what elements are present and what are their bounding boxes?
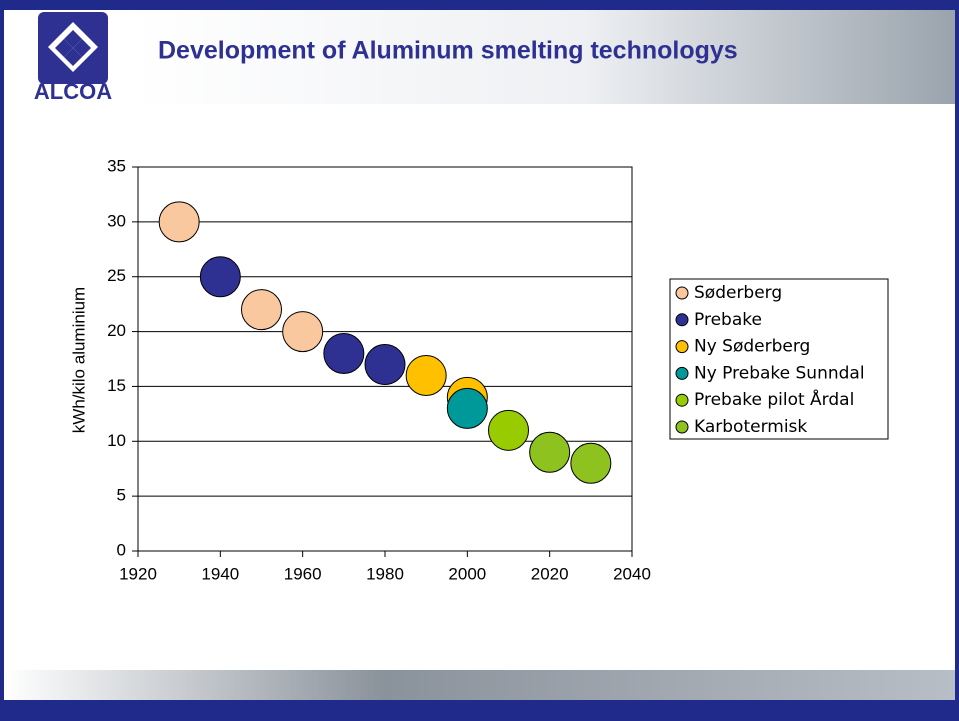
bubble xyxy=(241,289,282,331)
y-axis-label: kWh/kilo aluminium xyxy=(69,287,88,433)
bubble xyxy=(323,333,365,375)
y-tick-label: 20 xyxy=(107,321,126,340)
legend-marker xyxy=(675,313,689,327)
x-tick-label: 1960 xyxy=(284,564,322,583)
legend-label: Prebake pilot Årdal xyxy=(694,388,854,410)
x-tick-label: 1920 xyxy=(119,564,157,583)
legend-label: Karbotermisk xyxy=(694,417,807,437)
y-tick-label: 0 xyxy=(117,540,126,559)
bubble xyxy=(364,343,406,385)
legend-marker xyxy=(675,420,689,434)
legend-label: Prebake xyxy=(694,310,762,330)
footer-band xyxy=(4,670,955,700)
footer-bar xyxy=(4,700,955,717)
x-tick-label: 2000 xyxy=(448,564,486,583)
y-tick-label: 10 xyxy=(107,431,126,450)
logo-text: ALCOA xyxy=(34,79,112,104)
bubble xyxy=(446,387,488,429)
slide-title: Development of Aluminum smelting technol… xyxy=(158,37,738,65)
header-band xyxy=(130,4,955,104)
legend-marker xyxy=(675,340,689,354)
bubble xyxy=(488,409,529,451)
x-tick-label: 2020 xyxy=(531,564,569,583)
x-tick-label: 1980 xyxy=(366,564,404,583)
y-tick-label: 25 xyxy=(107,266,126,285)
x-tick-label: 1940 xyxy=(201,564,239,583)
bubble xyxy=(282,311,324,353)
x-tick-label: 2040 xyxy=(613,564,651,583)
legend-label: Ny Prebake Sunndal xyxy=(694,363,865,383)
legend-marker xyxy=(675,286,689,300)
logo: ALCOA xyxy=(34,12,112,104)
legend-box xyxy=(669,278,889,440)
top-bar xyxy=(4,4,955,10)
bubble xyxy=(199,256,241,298)
bubble xyxy=(529,431,571,473)
y-tick-label: 5 xyxy=(117,486,126,505)
legend-marker xyxy=(675,366,689,380)
y-tick-label: 15 xyxy=(107,376,126,395)
legend-label: Ny Søderberg xyxy=(694,337,810,357)
y-tick-label: 30 xyxy=(107,211,126,230)
legend-label: Søderberg xyxy=(694,283,782,303)
bubble xyxy=(158,201,200,243)
bubble xyxy=(405,354,447,396)
legend-marker xyxy=(675,393,689,407)
y-tick-label: 35 xyxy=(107,156,126,175)
bubble xyxy=(570,442,612,484)
